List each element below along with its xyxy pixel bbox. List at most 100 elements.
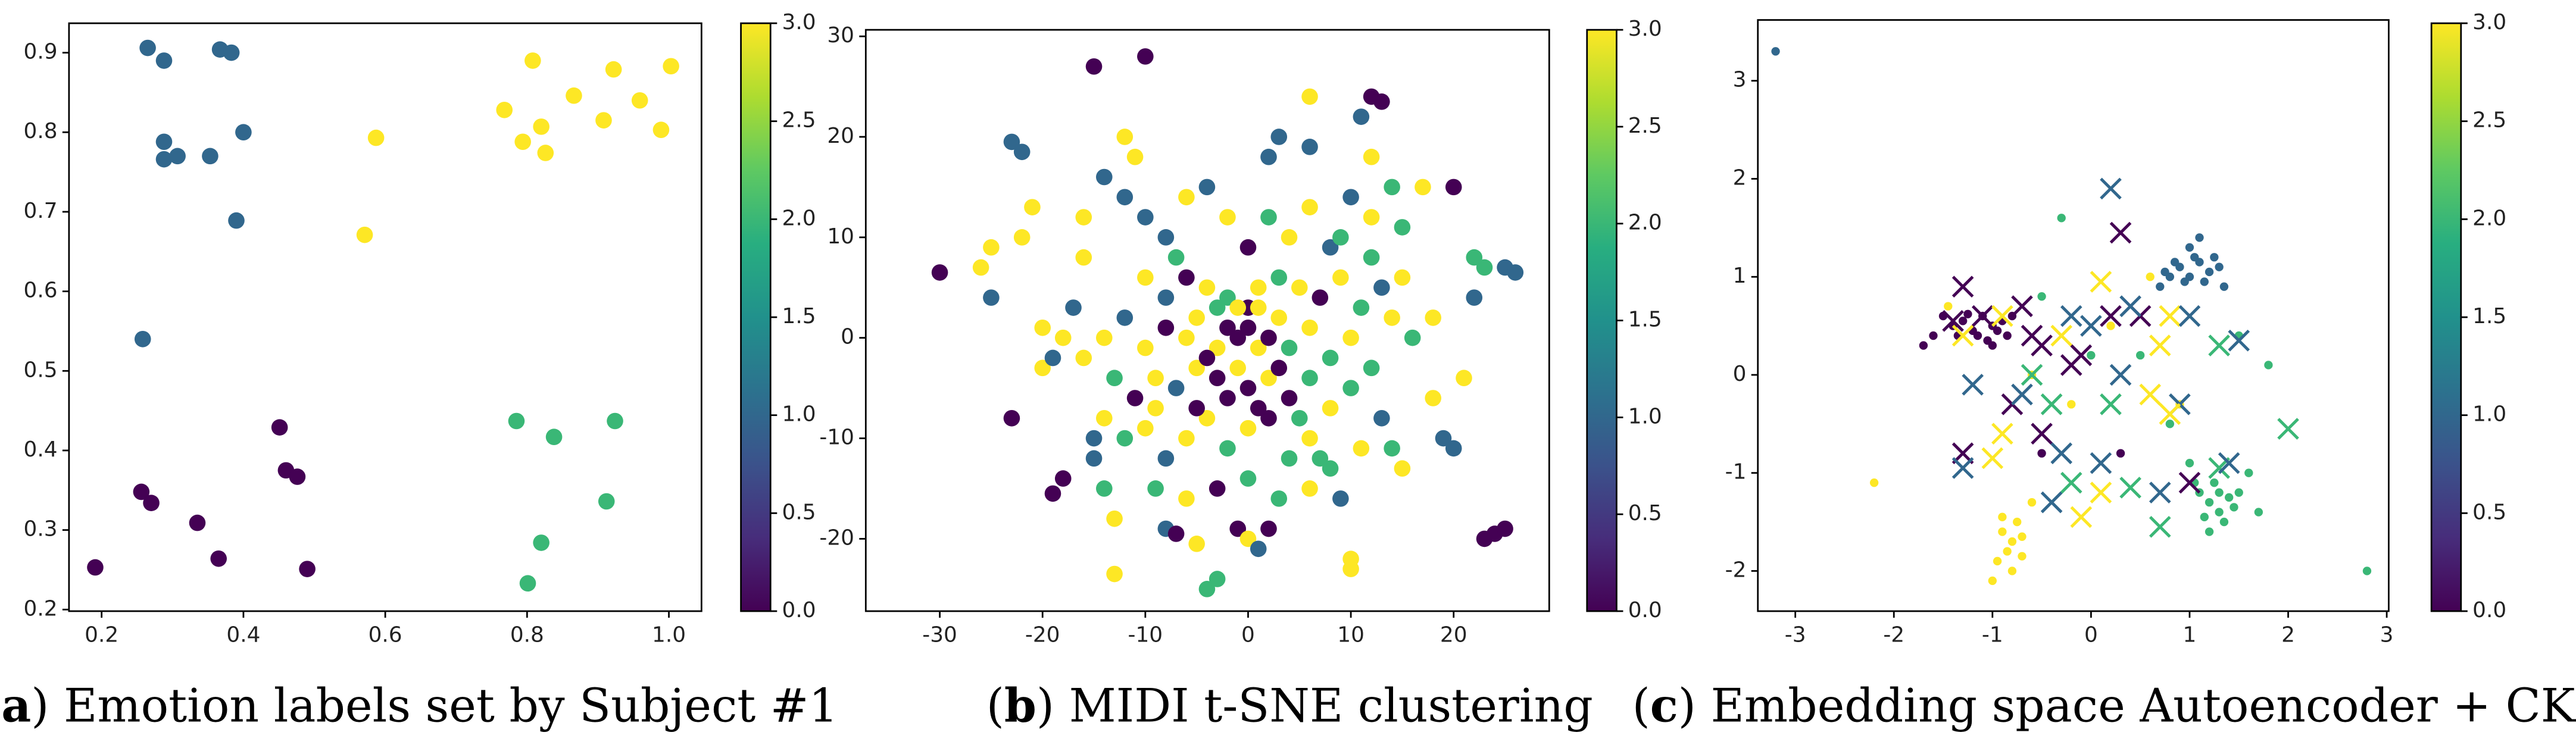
y-tick-label: 0.6 <box>24 279 58 303</box>
point <box>1239 530 1257 547</box>
point <box>2003 331 2012 340</box>
point <box>1476 259 1493 276</box>
point <box>1332 490 1349 507</box>
caption-open: ( <box>0 680 1 733</box>
y-tick-label: 3 <box>1733 68 1747 92</box>
point <box>514 133 531 151</box>
point <box>537 145 554 161</box>
point <box>1137 48 1154 65</box>
colorbar-tick-label: 0.0 <box>1628 598 1662 622</box>
caption-open: ( <box>1632 680 1650 733</box>
point <box>1116 430 1134 447</box>
y-tick-label: 20 <box>827 124 854 148</box>
point <box>1435 430 1452 447</box>
x-tick-label: -30 <box>922 622 957 647</box>
point <box>2170 258 2180 267</box>
point <box>1466 289 1483 306</box>
point <box>1301 199 1318 215</box>
cross-point <box>2149 515 2171 538</box>
cross-point <box>2149 334 2171 356</box>
point <box>1963 309 1972 318</box>
point <box>2210 478 2219 487</box>
colorbar-tick-label: 2.0 <box>782 206 816 230</box>
point <box>2057 214 2066 223</box>
cross-point <box>2060 354 2082 376</box>
colorbar-tick-label: 1.5 <box>2472 304 2506 328</box>
point <box>595 112 612 129</box>
colorbar-tick-label: 1.0 <box>2472 402 2506 427</box>
colorbar-tick-label: 3.0 <box>782 10 816 35</box>
point <box>2007 567 2017 575</box>
colorbar-tick-label: 2.0 <box>1628 211 1662 235</box>
point <box>1126 148 1144 165</box>
point <box>652 121 670 139</box>
point <box>1095 480 1113 497</box>
point <box>2205 497 2214 507</box>
point <box>1116 189 1134 206</box>
point <box>2215 262 2224 271</box>
point <box>1363 359 1380 377</box>
point <box>271 419 288 436</box>
y-tick-label: -10 <box>819 425 854 450</box>
point <box>1260 209 1277 226</box>
point <box>545 428 563 446</box>
point <box>189 514 206 531</box>
point <box>2264 361 2273 370</box>
caption-label: b <box>1004 679 1036 733</box>
y-tick-label: 0 <box>1733 362 1747 386</box>
point <box>1106 510 1123 527</box>
point <box>1332 269 1349 286</box>
point <box>1291 409 1308 427</box>
point <box>2160 267 2169 277</box>
cross-point <box>1971 305 1994 327</box>
x-tick-label: 2 <box>2281 622 2295 647</box>
point <box>1095 168 1113 186</box>
cross-point <box>2040 393 2063 415</box>
point <box>1116 309 1134 326</box>
point <box>1973 331 1982 340</box>
point <box>1157 450 1175 467</box>
point <box>2180 277 2189 286</box>
point <box>2200 512 2209 522</box>
point <box>1270 359 1288 377</box>
point <box>533 118 549 135</box>
colorbar <box>1587 30 1617 611</box>
point <box>2003 547 2012 556</box>
y-tick-label: 0.7 <box>24 199 58 223</box>
point <box>1178 490 1195 507</box>
subplot: -30 -20 -10 0 10 20 -20 -10 0 10 20 30 0.0 0.5 1.0 1.5 2… <box>819 17 1662 733</box>
colorbar-tick-label: 0.0 <box>782 598 816 622</box>
point <box>1993 556 2002 566</box>
point <box>1013 143 1031 161</box>
cross-point <box>2011 383 2033 406</box>
point <box>299 561 316 577</box>
point <box>356 226 373 243</box>
y-tick-label: -20 <box>819 525 854 550</box>
point <box>2205 527 2214 536</box>
y-tick-label: 0.5 <box>24 358 58 382</box>
point <box>1157 289 1175 306</box>
point <box>1988 576 1997 586</box>
point <box>1209 370 1226 387</box>
point <box>1219 390 1236 406</box>
point <box>1301 430 1318 447</box>
y-tick-label: 0.3 <box>24 517 58 542</box>
caption-text: ) Embedding space Autoencoder + CKA <box>1678 680 2576 733</box>
point <box>2165 420 2175 428</box>
point <box>1919 341 1928 350</box>
point <box>1065 299 1082 316</box>
x-tick-label: 0.2 <box>85 622 118 647</box>
point <box>1281 390 1298 406</box>
y-tick-label: -1 <box>1725 460 1747 484</box>
point <box>1373 93 1390 110</box>
x-tick-label: 3 <box>2380 622 2394 647</box>
point <box>1993 326 2002 335</box>
x-tick-label: 1 <box>2183 622 2197 647</box>
cross-point <box>2080 315 2102 337</box>
point <box>2254 508 2263 517</box>
point <box>2018 532 2027 541</box>
point <box>1988 341 1997 350</box>
cross-point <box>2218 452 2240 474</box>
point <box>1404 329 1421 346</box>
